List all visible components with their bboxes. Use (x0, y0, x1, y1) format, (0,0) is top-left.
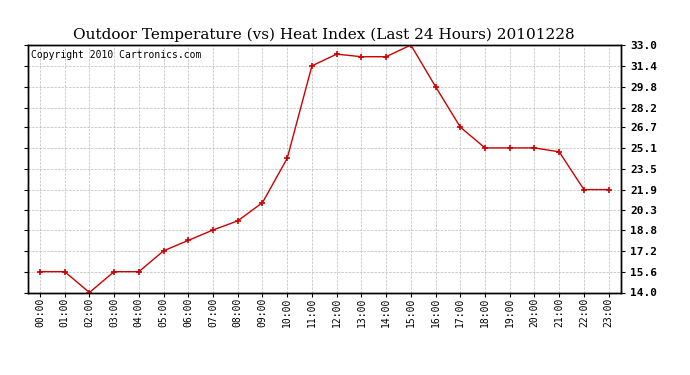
Text: Copyright 2010 Cartronics.com: Copyright 2010 Cartronics.com (30, 50, 201, 60)
Title: Outdoor Temperature (vs) Heat Index (Last 24 Hours) 20101228: Outdoor Temperature (vs) Heat Index (Las… (74, 28, 575, 42)
